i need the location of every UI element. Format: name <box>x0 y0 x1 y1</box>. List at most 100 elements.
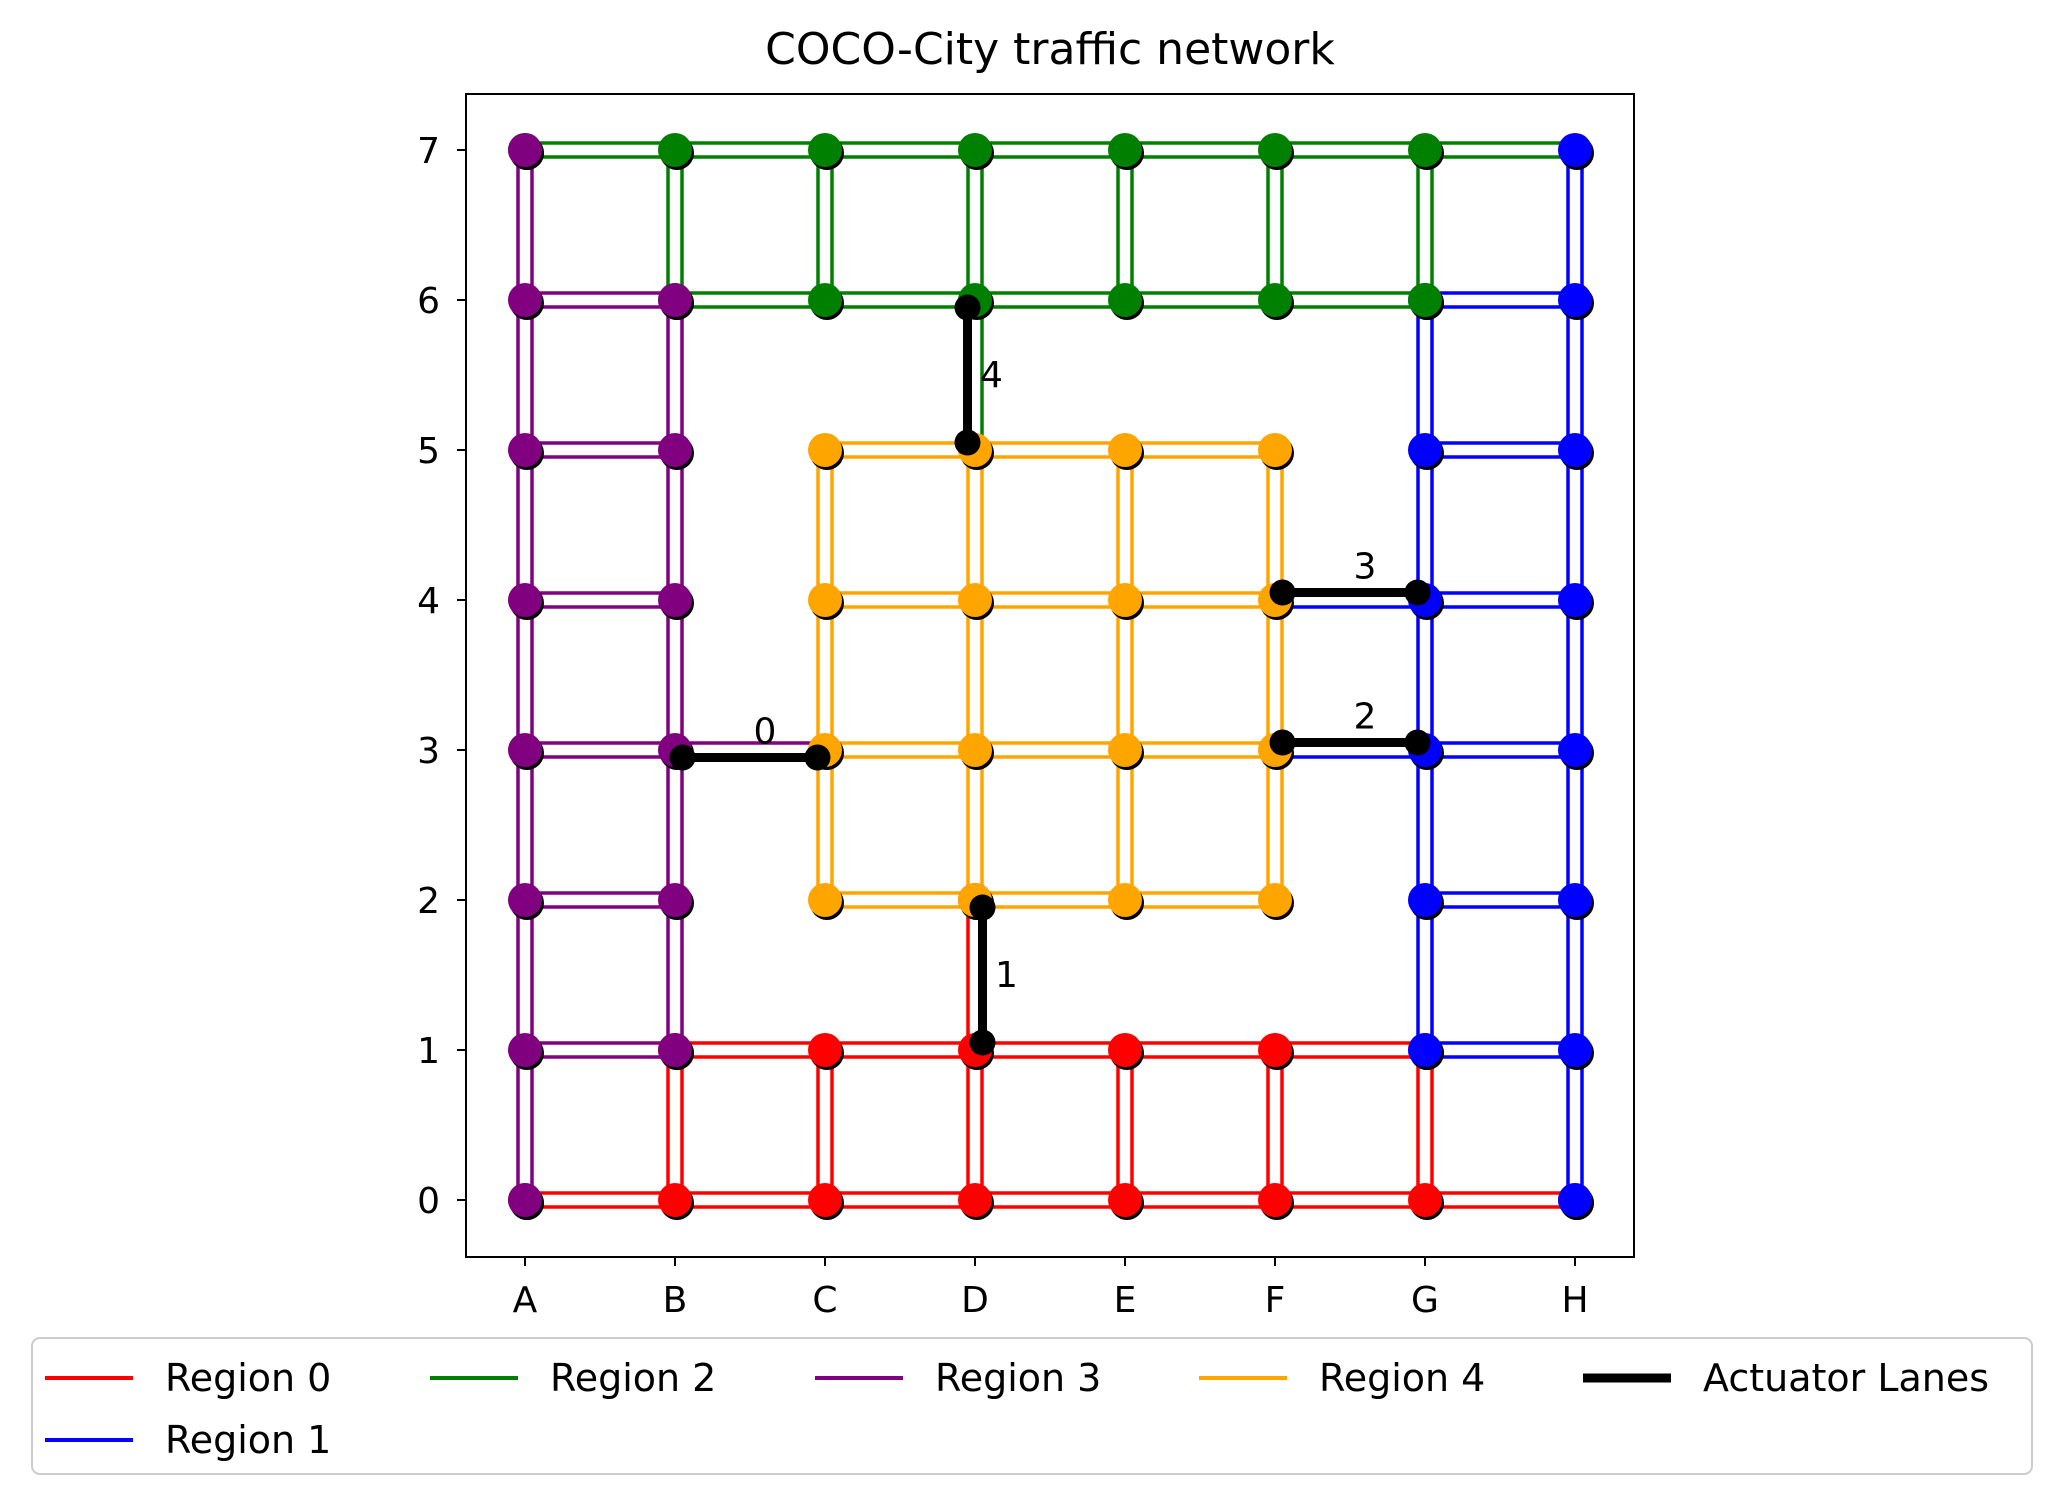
actuator-lane-1-start <box>969 1029 996 1056</box>
network-nodes <box>508 133 1594 1220</box>
x-tick-label-3: D <box>961 1280 989 1321</box>
region-0-node-6 <box>1408 1183 1442 1217</box>
x-tick-label-4: E <box>1114 1280 1137 1321</box>
region-2-node-5 <box>1258 133 1292 167</box>
actuator-lane-label-4: 4 <box>980 355 1003 396</box>
region-1-node-2 <box>1558 883 1592 917</box>
y-tick-label-2: 2 <box>417 881 440 922</box>
actuator-lane-label-2: 2 <box>1354 697 1377 738</box>
legend-label-5: Actuator Lanes <box>1703 1356 1989 1400</box>
region-3-node-2 <box>508 733 542 767</box>
region-0-node-4 <box>1108 1183 1142 1217</box>
region-0-node-12 <box>1258 1033 1292 1067</box>
region-1-node-7 <box>1558 133 1592 167</box>
x-tick-label-5: F <box>1265 1280 1286 1321</box>
actuator-lane-0-start <box>669 744 696 771</box>
region-3-node-12 <box>658 1033 692 1067</box>
region-0-node-3 <box>958 1183 992 1217</box>
legend-label-3: Region 3 <box>935 1356 1101 1400</box>
actuator-lane-0-end <box>804 744 831 771</box>
region-4-node-6 <box>1108 733 1142 767</box>
legend-label-1: Region 1 <box>165 1418 331 1462</box>
x-tick-label-6: G <box>1411 1280 1439 1321</box>
actuator-lane-label-3: 3 <box>1354 547 1377 588</box>
region-2-node-3 <box>958 133 992 167</box>
region-4-node-2 <box>1108 883 1142 917</box>
legend: Region 0 Region 1 Region 2 Region 3 Region 4… <box>31 1337 2033 1475</box>
region-4-node-9 <box>958 583 992 617</box>
legend-label-0: Region 0 <box>165 1356 331 1400</box>
region-0-node-5 <box>1258 1183 1292 1217</box>
region-1-node-5 <box>1558 433 1592 467</box>
x-tick-label-0: A <box>513 1280 538 1321</box>
region-4-node-0 <box>808 883 842 917</box>
region-2-node-12 <box>1408 283 1442 317</box>
region-1-node-12 <box>1408 433 1442 467</box>
region-4-node-14 <box>1108 433 1142 467</box>
region-2-node-1 <box>658 133 692 167</box>
region-2-node-6 <box>1408 133 1442 167</box>
chart-title: COCO-City traffic network <box>765 24 1335 75</box>
region-3-node-4 <box>508 433 542 467</box>
x-tick-label-2: C <box>812 1280 837 1321</box>
y-axis-ticks: 0 1 2 3 4 5 6 7 <box>417 131 466 1222</box>
region-3-node-5 <box>508 283 542 317</box>
region-2-node-4 <box>1108 133 1142 167</box>
region-3-node-11 <box>658 283 692 317</box>
region-0-node-2 <box>808 1183 842 1217</box>
region-1-node-3 <box>1558 733 1592 767</box>
y-tick-label-4: 4 <box>417 581 440 622</box>
x-tick-label-7: H <box>1561 1280 1588 1321</box>
actuator-lane-label-1: 1 <box>995 955 1018 996</box>
y-tick-label-6: 6 <box>417 281 440 322</box>
region-3-node-0 <box>508 1033 542 1067</box>
region-4-node-8 <box>808 583 842 617</box>
region-4-node-15 <box>1258 433 1292 467</box>
region-3-node-9 <box>658 583 692 617</box>
actuator-lane-3-end <box>1404 579 1431 606</box>
y-tick-label-0: 0 <box>417 1181 440 1222</box>
region-1-node-8 <box>1408 1033 1442 1067</box>
region-4-node-5 <box>958 733 992 767</box>
actuator-lane-2-start <box>1269 729 1296 756</box>
y-tick-label-1: 1 <box>417 1031 440 1072</box>
region-3-node-1 <box>508 883 542 917</box>
actuator-lane-3-start <box>1269 579 1296 606</box>
actuator-lane-4-end <box>954 294 981 321</box>
network-edges <box>516 141 1584 1209</box>
region-0-node-9 <box>808 1033 842 1067</box>
region-4-node-10 <box>1108 583 1142 617</box>
axes-frame <box>465 93 1635 1258</box>
actuator-lane-1-end <box>969 894 996 921</box>
region-4-node-12 <box>808 433 842 467</box>
region-3-node-3 <box>508 583 542 617</box>
region-2-node-11 <box>1258 283 1292 317</box>
region-0-node-1 <box>658 1183 692 1217</box>
region-1-node-0 <box>1558 1183 1592 1217</box>
actuator-lane-label-0: 0 <box>754 712 777 753</box>
x-axis-ticks: A B C D E F G H <box>513 1257 1589 1321</box>
region-1-node-6 <box>1558 283 1592 317</box>
actuator-lane-4-start <box>954 429 981 456</box>
legend-label-2: Region 2 <box>550 1356 716 1400</box>
legend-label-4: Region 4 <box>1319 1356 1485 1400</box>
region-0-node-11 <box>1108 1033 1142 1067</box>
region-2-node-8 <box>808 283 842 317</box>
region-3-node-7 <box>658 883 692 917</box>
actuator-lane-2-end <box>1404 729 1431 756</box>
region-3-node-6 <box>508 133 542 167</box>
legend-frame <box>31 1337 2033 1475</box>
region-1-node-1 <box>1558 1033 1592 1067</box>
region-1-node-4 <box>1558 583 1592 617</box>
y-tick-label-5: 5 <box>417 431 440 472</box>
y-tick-label-7: 7 <box>417 131 440 172</box>
region-2-node-2 <box>808 133 842 167</box>
region-3-node-10 <box>658 433 692 467</box>
region-2-node-10 <box>1108 283 1142 317</box>
actuator-lanes: 0 1 2 3 4 <box>669 294 1431 1056</box>
region-4-node-3 <box>1258 883 1292 917</box>
region-1-node-9 <box>1408 883 1442 917</box>
y-tick-label-3: 3 <box>417 731 440 772</box>
x-tick-label-1: B <box>663 1280 688 1321</box>
